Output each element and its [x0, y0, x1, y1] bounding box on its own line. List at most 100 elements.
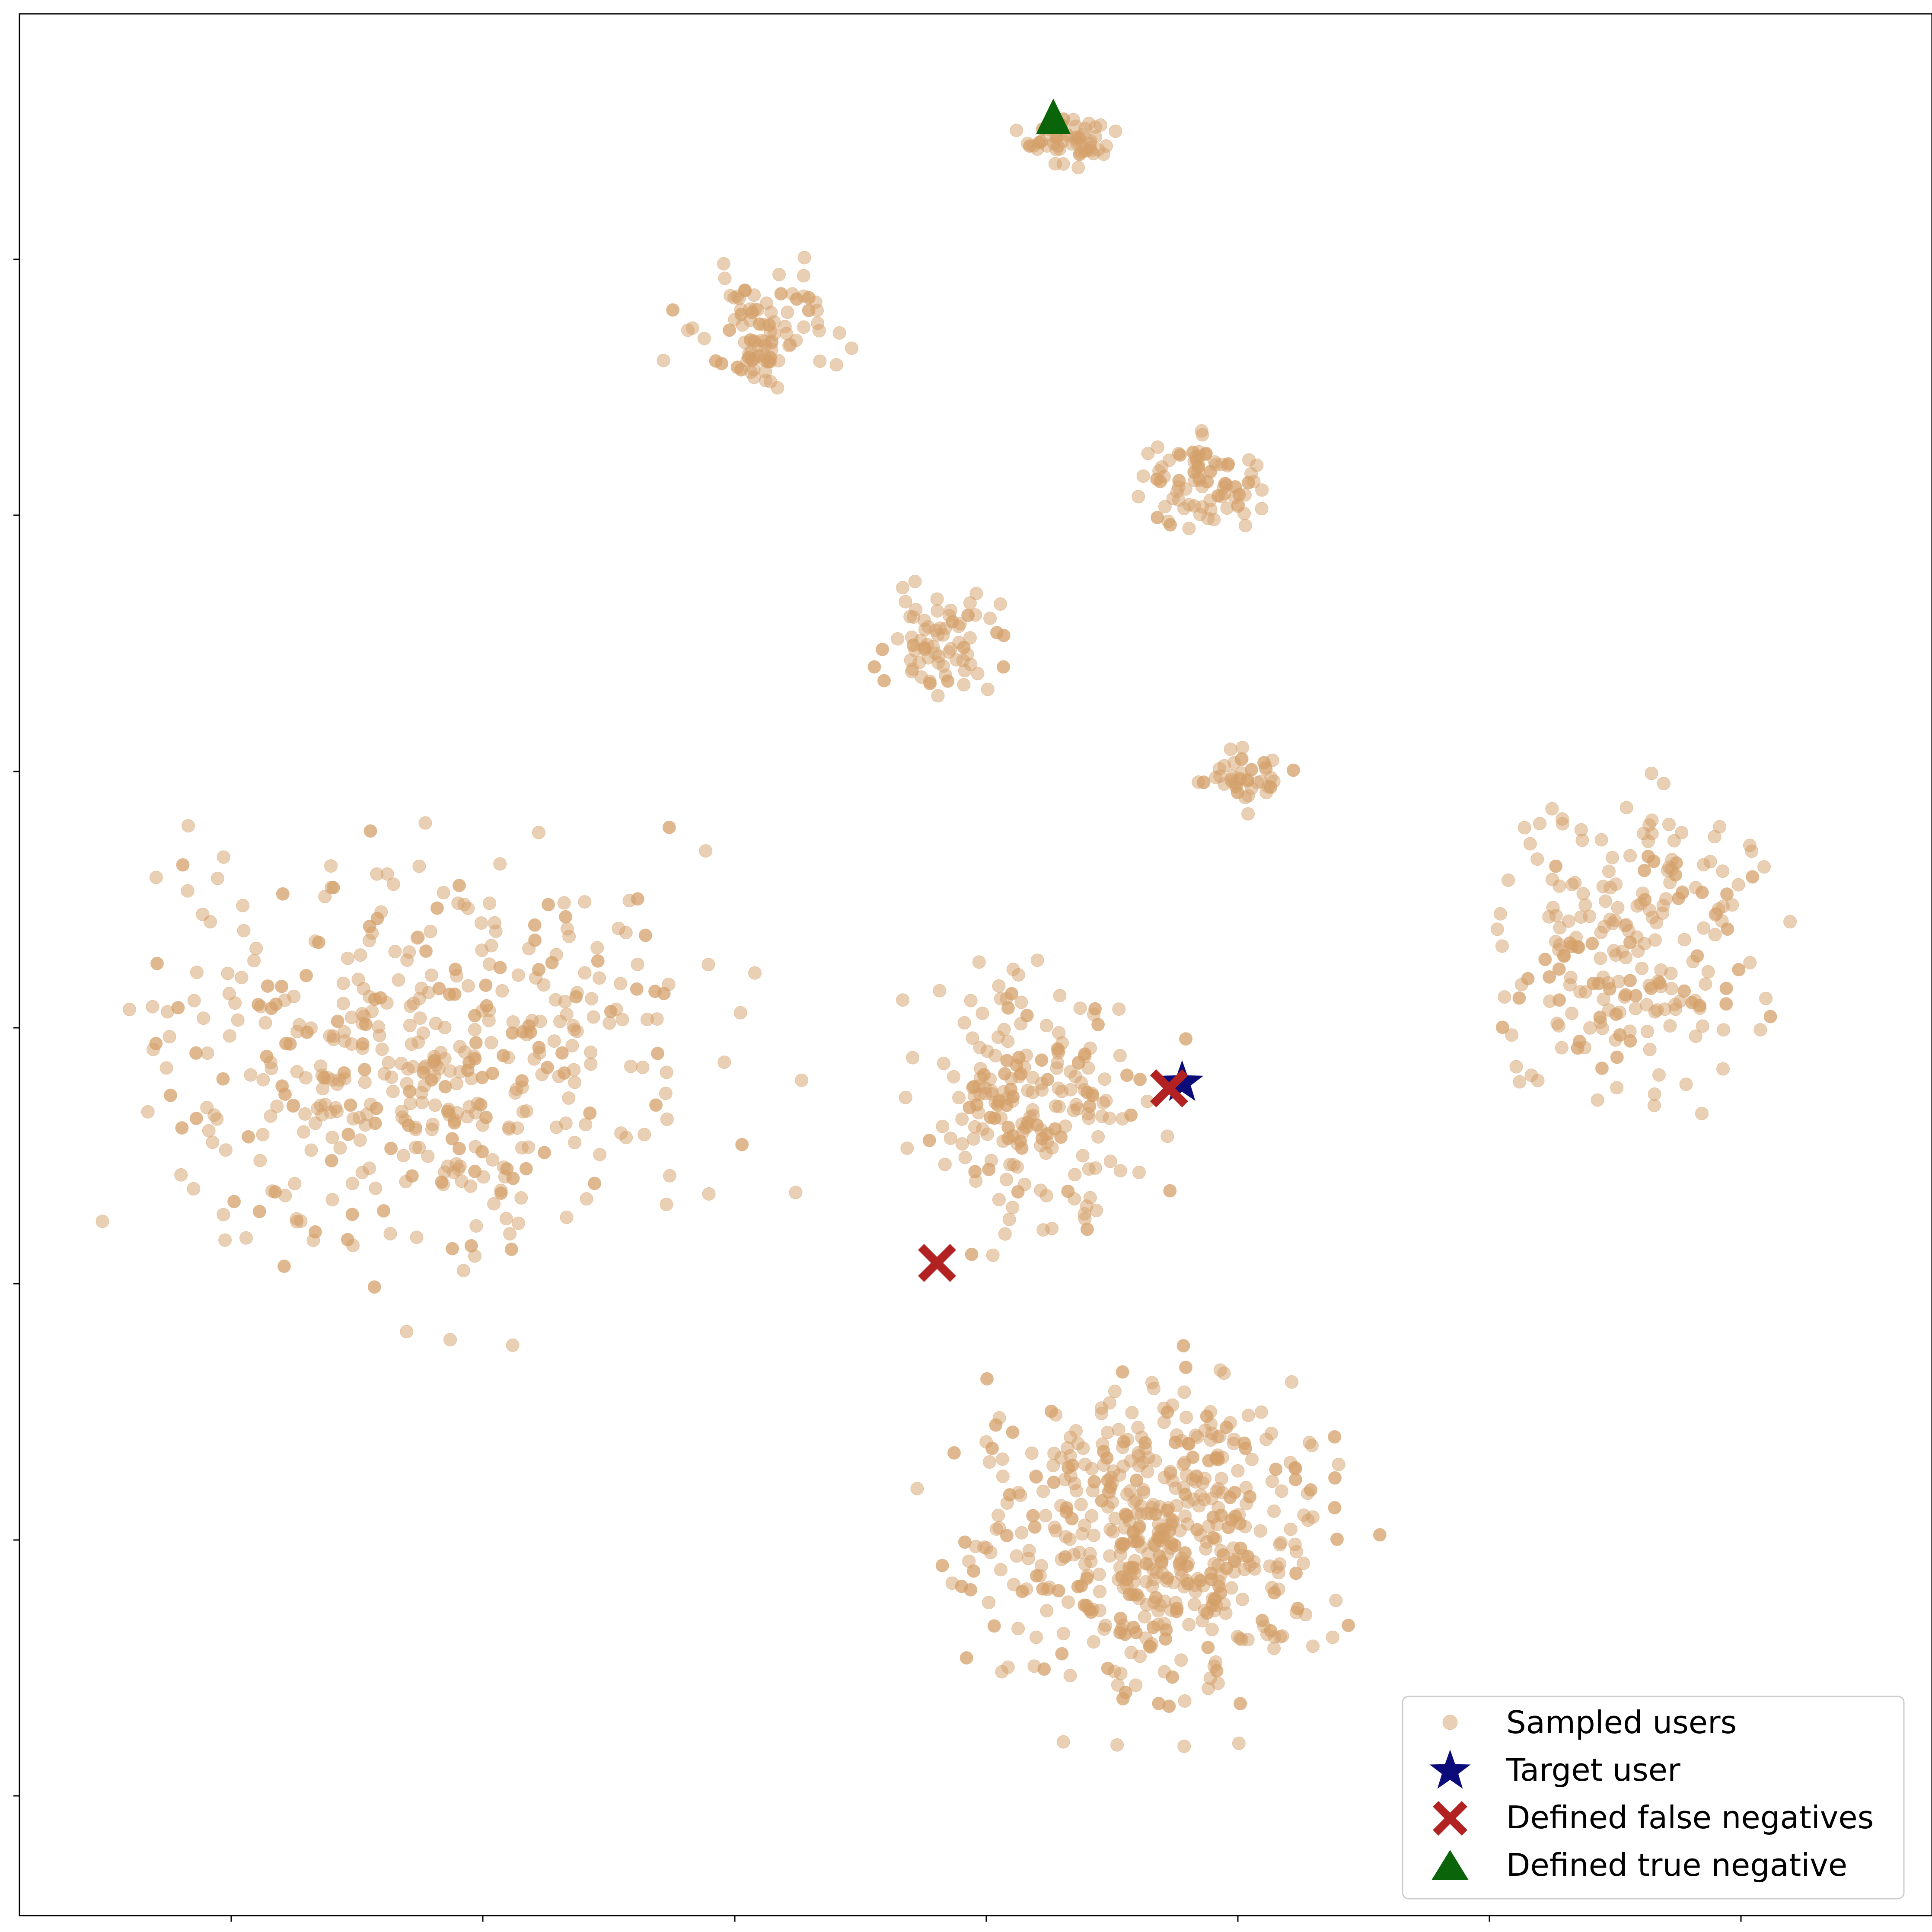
- sampled-user-point: [1211, 1482, 1225, 1496]
- sampled-user-point: [1015, 1526, 1029, 1540]
- sampled-user-point: [1101, 1425, 1114, 1439]
- sampled-user-point: [630, 982, 644, 996]
- sampled-user-point: [514, 1191, 528, 1205]
- sampled-user-point: [1112, 1002, 1126, 1016]
- sampled-user-point: [1209, 771, 1223, 784]
- sampled-user-point: [182, 819, 195, 833]
- sampled-user-point: [1224, 743, 1237, 756]
- sampled-user-point: [308, 1225, 322, 1239]
- sampled-user-point: [1284, 1456, 1298, 1470]
- sampled-user-point: [1176, 1339, 1190, 1353]
- sampled-user-point: [1096, 1437, 1109, 1451]
- sampled-user-point: [938, 1157, 952, 1171]
- sampled-user-point: [308, 934, 322, 948]
- sampled-user-point: [1205, 1598, 1219, 1612]
- sampled-user-point: [584, 1046, 598, 1059]
- sampled-user-point: [377, 1204, 391, 1218]
- sampled-user-point: [1328, 1430, 1342, 1444]
- sampled-user-point: [1174, 1653, 1188, 1667]
- sampled-user-point: [697, 332, 711, 345]
- sampled-user-point: [1153, 1500, 1167, 1514]
- sampled-user-point: [520, 1104, 533, 1118]
- sampled-user-point: [1708, 928, 1722, 941]
- sampled-user-point: [1179, 1032, 1193, 1046]
- sampled-user-point: [1087, 1007, 1101, 1021]
- sampled-user-point: [1234, 1697, 1247, 1711]
- sampled-user-point: [701, 958, 715, 972]
- sampled-user-point: [747, 288, 761, 302]
- sampled-user-point: [532, 963, 546, 976]
- sampled-user-point: [1745, 844, 1759, 858]
- sampled-user-point: [1030, 142, 1044, 156]
- sampled-user-point: [1221, 1521, 1235, 1534]
- sampled-user-point: [1679, 1078, 1693, 1091]
- sampled-user-point: [985, 1441, 999, 1455]
- sampled-user-point: [189, 1112, 203, 1125]
- sampled-user-point: [304, 1143, 318, 1157]
- sampled-user-point: [812, 324, 826, 338]
- sampled-user-point: [1072, 1056, 1086, 1070]
- sampled-user-point: [997, 628, 1011, 642]
- sampled-user-point: [1158, 1594, 1172, 1608]
- sampled-user-point: [1572, 1034, 1586, 1048]
- sampled-user-point: [290, 1212, 303, 1226]
- sampled-user-point: [938, 622, 952, 635]
- sampled-user-point: [457, 897, 471, 911]
- sampled-user-point: [421, 1149, 435, 1163]
- sampled-user-point: [298, 1107, 312, 1121]
- sampled-user-point: [1129, 1493, 1143, 1507]
- sampled-user-point: [1641, 1025, 1654, 1038]
- sampled-user-point: [1091, 1130, 1105, 1144]
- sampled-user-point: [1564, 971, 1578, 985]
- sampled-user-point: [476, 1118, 490, 1132]
- sampled-user-point: [1113, 1049, 1127, 1062]
- sampled-user-point: [287, 1098, 300, 1112]
- sampled-user-point: [957, 1016, 971, 1030]
- sampled-user-point: [992, 979, 1006, 993]
- sampled-user-point: [512, 1216, 525, 1230]
- sampled-user-point: [734, 303, 748, 317]
- sampled-user-point: [699, 844, 713, 858]
- sampled-user-point: [549, 948, 563, 962]
- sampled-user-point: [790, 292, 803, 306]
- sampled-user-point: [1004, 1082, 1018, 1096]
- sampled-user-point: [403, 1019, 417, 1032]
- sampled-user-point: [904, 654, 918, 667]
- sampled-user-point: [1573, 985, 1587, 999]
- sampled-user-point: [1014, 1017, 1028, 1031]
- sampled-user-point: [337, 1066, 351, 1080]
- sampled-user-point: [958, 1535, 972, 1549]
- sampled-user-point: [772, 268, 786, 281]
- sampled-user-point: [1572, 940, 1585, 954]
- sampled-user-point: [181, 884, 194, 898]
- sampled-user-point: [971, 666, 985, 680]
- sampled-user-point: [748, 303, 762, 316]
- sampled-user-point: [1199, 1542, 1213, 1556]
- sampled-user-point: [1238, 1520, 1252, 1533]
- sampled-user-point: [1131, 1421, 1145, 1435]
- sampled-user-point: [494, 1183, 508, 1197]
- sampled-user-point: [1329, 1594, 1343, 1607]
- sampled-user-point: [1228, 1486, 1241, 1499]
- sampled-user-point: [752, 349, 765, 363]
- sampled-user-point: [1063, 1669, 1077, 1683]
- sampled-user-point: [555, 1046, 569, 1060]
- sampled-user-point: [733, 1006, 747, 1020]
- legend-target-user-star-icon: [1429, 1750, 1471, 1789]
- sampled-user-point: [424, 968, 438, 982]
- sampled-user-point: [1114, 1611, 1128, 1625]
- sampled-user-point: [237, 924, 251, 937]
- sampled-user-point: [453, 879, 466, 893]
- sampled-user-point: [802, 303, 816, 317]
- sampled-user-point: [956, 654, 970, 667]
- sampled-user-point: [314, 1059, 328, 1073]
- sampled-user-point: [235, 971, 249, 985]
- sampled-user-point: [1001, 1661, 1015, 1674]
- sampled-user-point: [1238, 791, 1252, 804]
- sampled-user-point: [435, 1175, 449, 1189]
- sampled-user-point: [1667, 834, 1681, 848]
- sampled-user-point: [275, 979, 289, 993]
- sampled-user-point: [419, 944, 433, 958]
- sampled-user-point: [252, 998, 265, 1011]
- sampled-user-point: [1259, 786, 1273, 800]
